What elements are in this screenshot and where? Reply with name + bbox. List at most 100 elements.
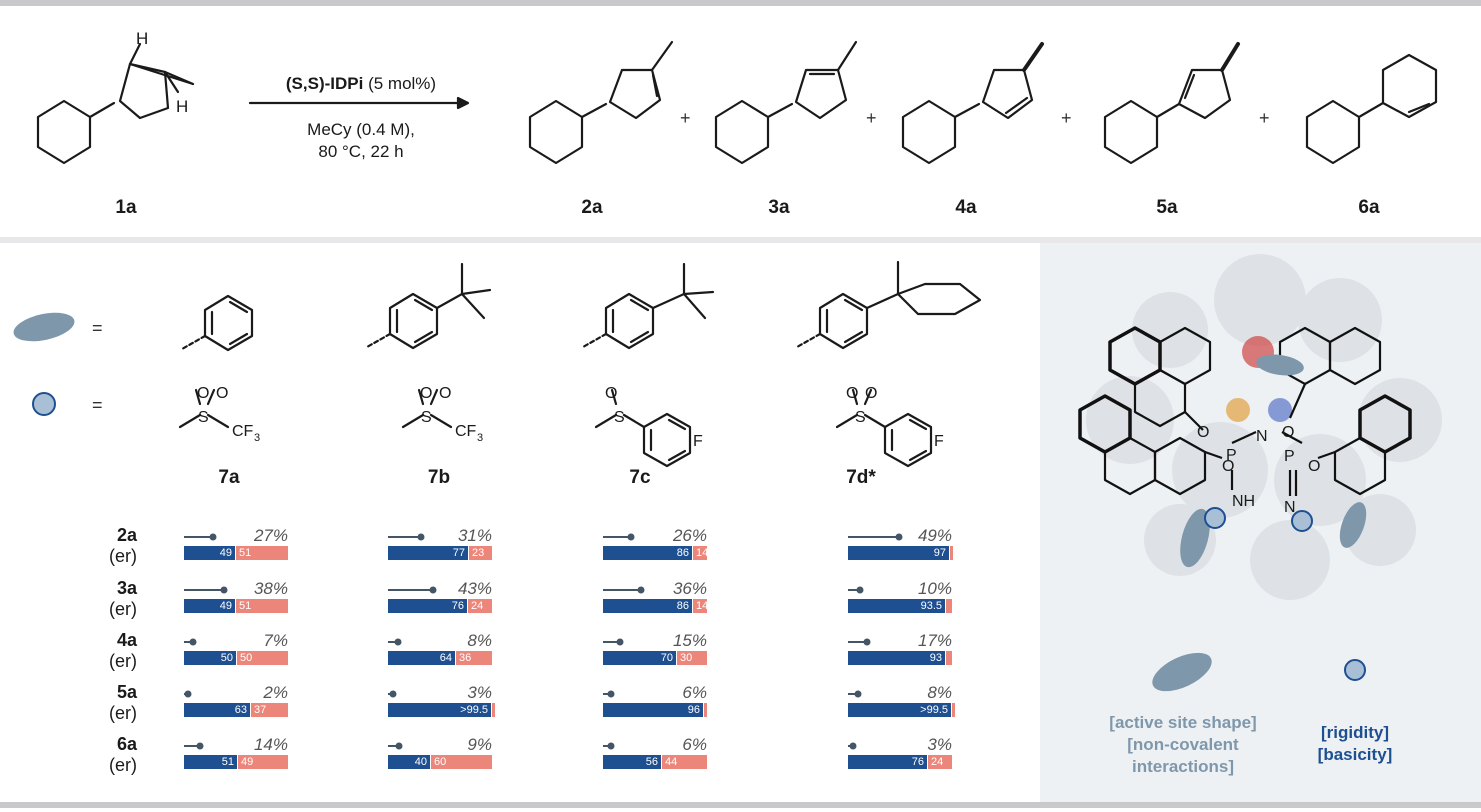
svg-text:O: O — [197, 385, 209, 402]
yield-dot — [220, 586, 228, 594]
yield-percent: 14% — [253, 735, 288, 754]
er-minor — [946, 651, 952, 665]
yield-percent: 8% — [927, 683, 952, 702]
er-bar: 77 23 — [388, 546, 492, 560]
er-major: 49 — [184, 599, 235, 613]
yield-dot — [895, 533, 903, 541]
idpi-catalyst-model: OO PNP OO NH N — [1078, 254, 1442, 600]
row-label-3a: 3a — [116, 578, 137, 598]
svg-text:O: O — [865, 385, 877, 402]
row-label-er: (er) — [109, 651, 137, 671]
yield-percent: 6% — [682, 683, 707, 702]
row-label-er: (er) — [109, 703, 137, 723]
er-major: 70 — [603, 651, 676, 665]
yield-percent: 38% — [253, 579, 288, 598]
yield-percent: 43% — [457, 579, 492, 598]
row-label-5a: 5a — [116, 682, 137, 702]
yield-lollipops — [184, 533, 903, 750]
er-bar: 50 50 — [184, 651, 288, 665]
sulfonyl-7a — [178, 388, 230, 429]
yield-percent: 26% — [672, 526, 707, 545]
middle-divider — [0, 237, 1481, 243]
yield-dot — [627, 533, 635, 541]
row-label-6a: 6a — [116, 734, 137, 754]
er-bar: 96 — [603, 703, 707, 717]
product-6a-structure — [1305, 53, 1438, 165]
svg-text:S: S — [421, 409, 432, 426]
product-4a-structure — [901, 42, 1044, 165]
svg-text:O: O — [1308, 458, 1320, 475]
product-label-3a: 3a — [768, 197, 790, 218]
svg-text:O: O — [846, 385, 858, 402]
yield-dot — [196, 742, 204, 750]
yield-dot — [856, 586, 864, 594]
yield-dot — [616, 638, 624, 646]
row-label-er: (er) — [109, 546, 137, 566]
er-bar: 93 — [848, 651, 952, 665]
ellipse-legend-icon — [13, 312, 75, 342]
yield-dot — [429, 586, 437, 594]
circle-legend-line: [rigidity] — [1321, 723, 1389, 742]
er-minor — [946, 599, 952, 613]
catalyst-label-7d: 7d* — [846, 467, 876, 488]
er-major: 40 — [388, 755, 430, 769]
svg-text:NH: NH — [1232, 493, 1255, 510]
yield-dot — [607, 742, 615, 750]
shape-legend-line: [active site shape] — [1109, 713, 1257, 732]
yield-percent: 3% — [927, 735, 952, 754]
er-bar: 51 49 — [184, 755, 288, 769]
right-legend-ellipse-icon — [1152, 652, 1212, 692]
svg-text:H: H — [176, 97, 188, 116]
yield-percent: 7% — [263, 631, 288, 650]
yield-percent: 2% — [263, 683, 288, 702]
er-major: 63 — [184, 703, 250, 717]
er-major: 56 — [603, 755, 661, 769]
plus-sign: + — [680, 108, 691, 128]
er-major: 76 — [848, 755, 927, 769]
er-minor: 60 — [431, 755, 492, 769]
aryl-7a — [180, 294, 254, 352]
yield-percent: 15% — [672, 631, 707, 650]
er-bar: 97 — [848, 546, 953, 560]
er-major: 77 — [388, 546, 468, 560]
er-major: 86 — [603, 546, 692, 560]
svg-text:O: O — [605, 385, 617, 402]
product-5a-structure — [1103, 42, 1240, 165]
er-minor: 49 — [238, 755, 288, 769]
er-bar: 64 36 — [388, 651, 492, 665]
plus-sign: + — [1259, 108, 1270, 128]
er-minor: 44 — [662, 755, 707, 769]
yield-dot — [394, 638, 402, 646]
er-bar: 93.5 — [848, 599, 952, 613]
svg-text:O: O — [216, 385, 228, 402]
row-label-er: (er) — [109, 755, 137, 775]
shape-legend-text: [active site shape] [non-covalent intera… — [1078, 712, 1288, 778]
svg-text:3: 3 — [477, 432, 483, 444]
product-label-5a: 5a — [1156, 197, 1178, 218]
yield-dot — [389, 690, 397, 698]
sulfonyl-7d — [835, 388, 933, 468]
yield-dot — [637, 586, 645, 594]
row-label-4a: 4a — [116, 630, 137, 650]
er-minor — [704, 703, 707, 717]
er-major: 93.5 — [848, 599, 945, 613]
yield-percent: 9% — [467, 735, 492, 754]
er-major: 50 — [184, 651, 236, 665]
yield-percent: 3% — [467, 683, 492, 702]
catalyst-label-7b: 7b — [427, 467, 451, 488]
er-bar: 86 14 — [603, 599, 707, 613]
svg-text:F: F — [693, 433, 703, 450]
product-3a-structure — [714, 40, 858, 165]
yield-percent: 36% — [672, 579, 707, 598]
yield-dot — [854, 690, 862, 698]
yield-percent: 17% — [917, 631, 952, 650]
aryl-7d — [795, 260, 982, 350]
row-label-2a: 2a — [116, 525, 137, 545]
aryl-7c — [581, 262, 715, 350]
yield-percent: 27% — [253, 526, 288, 545]
plus-sign: + — [866, 108, 877, 128]
product-label-2a: 2a — [581, 197, 603, 218]
yield-dot — [209, 533, 217, 541]
svg-text:3: 3 — [254, 432, 260, 444]
er-minor: 51 — [236, 546, 288, 560]
